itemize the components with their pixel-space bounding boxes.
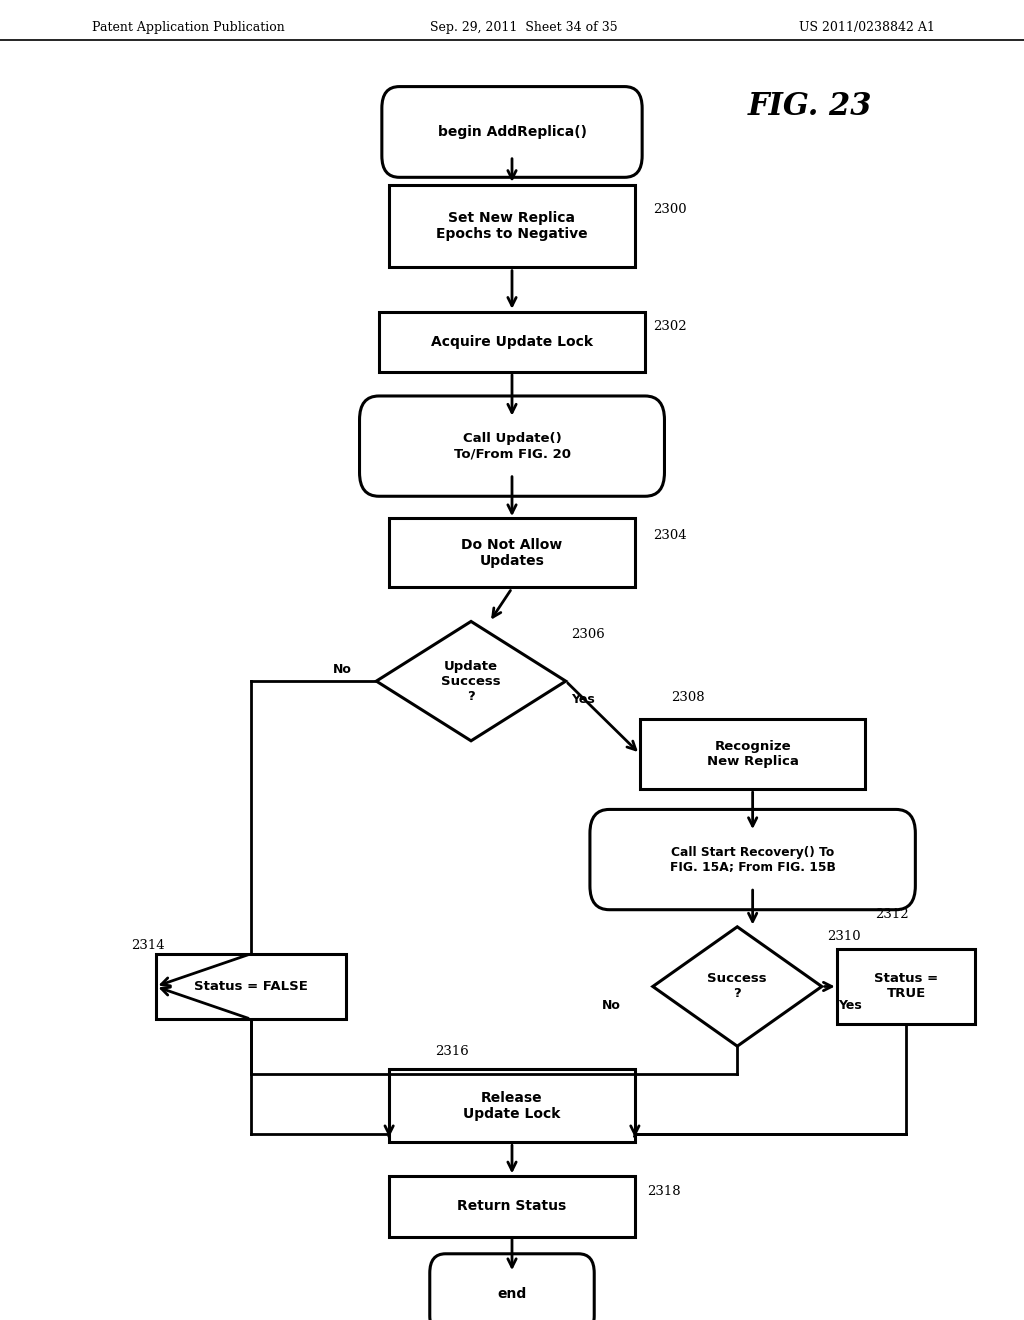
FancyBboxPatch shape bbox=[389, 1069, 635, 1142]
Text: end: end bbox=[498, 1287, 526, 1302]
Text: Acquire Update Lock: Acquire Update Lock bbox=[431, 335, 593, 348]
Text: No: No bbox=[602, 999, 621, 1012]
Text: Status =
TRUE: Status = TRUE bbox=[874, 973, 938, 1001]
Text: Recognize
New Replica: Recognize New Replica bbox=[707, 741, 799, 768]
Text: Return Status: Return Status bbox=[458, 1200, 566, 1213]
Text: Update
Success
?: Update Success ? bbox=[441, 660, 501, 702]
FancyBboxPatch shape bbox=[359, 396, 665, 496]
Text: Do Not Allow
Updates: Do Not Allow Updates bbox=[462, 537, 562, 568]
Text: US 2011/0238842 A1: US 2011/0238842 A1 bbox=[799, 21, 935, 34]
Text: Sep. 29, 2011  Sheet 34 of 35: Sep. 29, 2011 Sheet 34 of 35 bbox=[430, 21, 617, 34]
Text: Yes: Yes bbox=[571, 693, 595, 706]
Text: 2302: 2302 bbox=[653, 321, 687, 333]
FancyBboxPatch shape bbox=[640, 719, 865, 788]
Polygon shape bbox=[377, 622, 565, 741]
Text: FIG. 23: FIG. 23 bbox=[748, 91, 872, 123]
Text: Patent Application Publication: Patent Application Publication bbox=[92, 21, 285, 34]
FancyBboxPatch shape bbox=[590, 809, 915, 909]
Text: 2310: 2310 bbox=[827, 929, 861, 942]
FancyBboxPatch shape bbox=[156, 954, 346, 1019]
Text: Status = FALSE: Status = FALSE bbox=[194, 979, 308, 993]
FancyBboxPatch shape bbox=[389, 1176, 635, 1237]
FancyBboxPatch shape bbox=[389, 185, 635, 267]
Text: Call Update()
To/From FIG. 20: Call Update() To/From FIG. 20 bbox=[454, 432, 570, 461]
Text: begin AddReplica(): begin AddReplica() bbox=[437, 125, 587, 139]
Polygon shape bbox=[653, 927, 821, 1047]
Text: Yes: Yes bbox=[838, 999, 861, 1012]
FancyBboxPatch shape bbox=[430, 1254, 594, 1320]
FancyBboxPatch shape bbox=[389, 519, 635, 587]
FancyBboxPatch shape bbox=[379, 312, 645, 372]
FancyBboxPatch shape bbox=[382, 87, 642, 177]
Text: 2300: 2300 bbox=[653, 203, 687, 216]
Text: No: No bbox=[333, 664, 351, 676]
Text: 2316: 2316 bbox=[435, 1045, 469, 1059]
FancyBboxPatch shape bbox=[838, 949, 975, 1024]
Text: 2318: 2318 bbox=[647, 1185, 681, 1197]
Text: 2312: 2312 bbox=[876, 908, 909, 921]
Text: Success
?: Success ? bbox=[708, 973, 767, 1001]
Text: Set New Replica
Epochs to Negative: Set New Replica Epochs to Negative bbox=[436, 211, 588, 242]
Text: 2314: 2314 bbox=[131, 939, 165, 952]
Text: 2304: 2304 bbox=[653, 529, 687, 541]
Text: Release
Update Lock: Release Update Lock bbox=[463, 1090, 561, 1121]
Text: 2306: 2306 bbox=[571, 628, 605, 642]
Text: Call Start Recovery() To
FIG. 15A; From FIG. 15B: Call Start Recovery() To FIG. 15A; From … bbox=[670, 846, 836, 874]
Text: 2308: 2308 bbox=[671, 690, 705, 704]
